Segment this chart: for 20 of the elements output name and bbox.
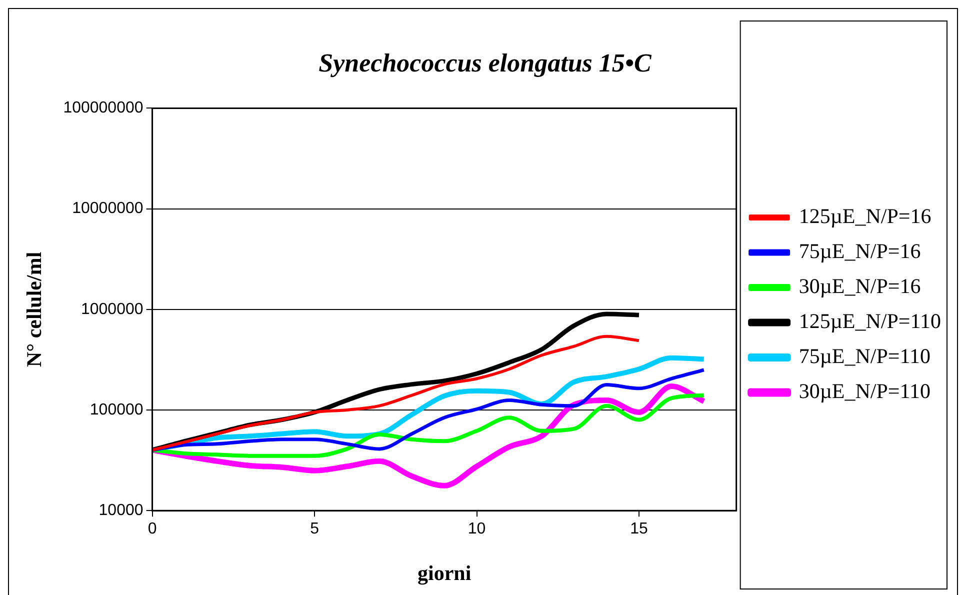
legend-label: 75µE_N/P=16 <box>798 239 921 264</box>
chart-title: Synechococcus elongatus 15•C <box>318 48 652 78</box>
line-series <box>152 334 640 452</box>
legend-label: 75µE_N/P=110 <box>798 344 930 368</box>
legend-label: 30µE_N/P=110 <box>798 379 930 404</box>
legend-label: 30µE_N/P=16 <box>798 274 921 298</box>
x-tick-label: 10 <box>468 520 486 538</box>
x-axis-title: giorni <box>417 560 472 585</box>
x-tick-label: 15 <box>630 520 648 538</box>
line-series <box>152 393 706 458</box>
x-tick-label: 5 <box>310 520 320 538</box>
y-tick-label: 10000 <box>98 502 144 520</box>
y-tick-label: 1000000 <box>80 300 144 318</box>
y-tick-label: 10000000 <box>72 200 144 218</box>
y-axis-title: N° cellule/ml <box>22 252 46 367</box>
y-tick-label: 100000000 <box>63 100 144 117</box>
y-tick-label: 100000 <box>90 401 144 418</box>
legend-label: 125µE_N/P=16 <box>798 204 932 228</box>
legend-label: 125µE_N/P=110 <box>798 309 941 334</box>
x-tick-label: 0 <box>148 520 157 538</box>
